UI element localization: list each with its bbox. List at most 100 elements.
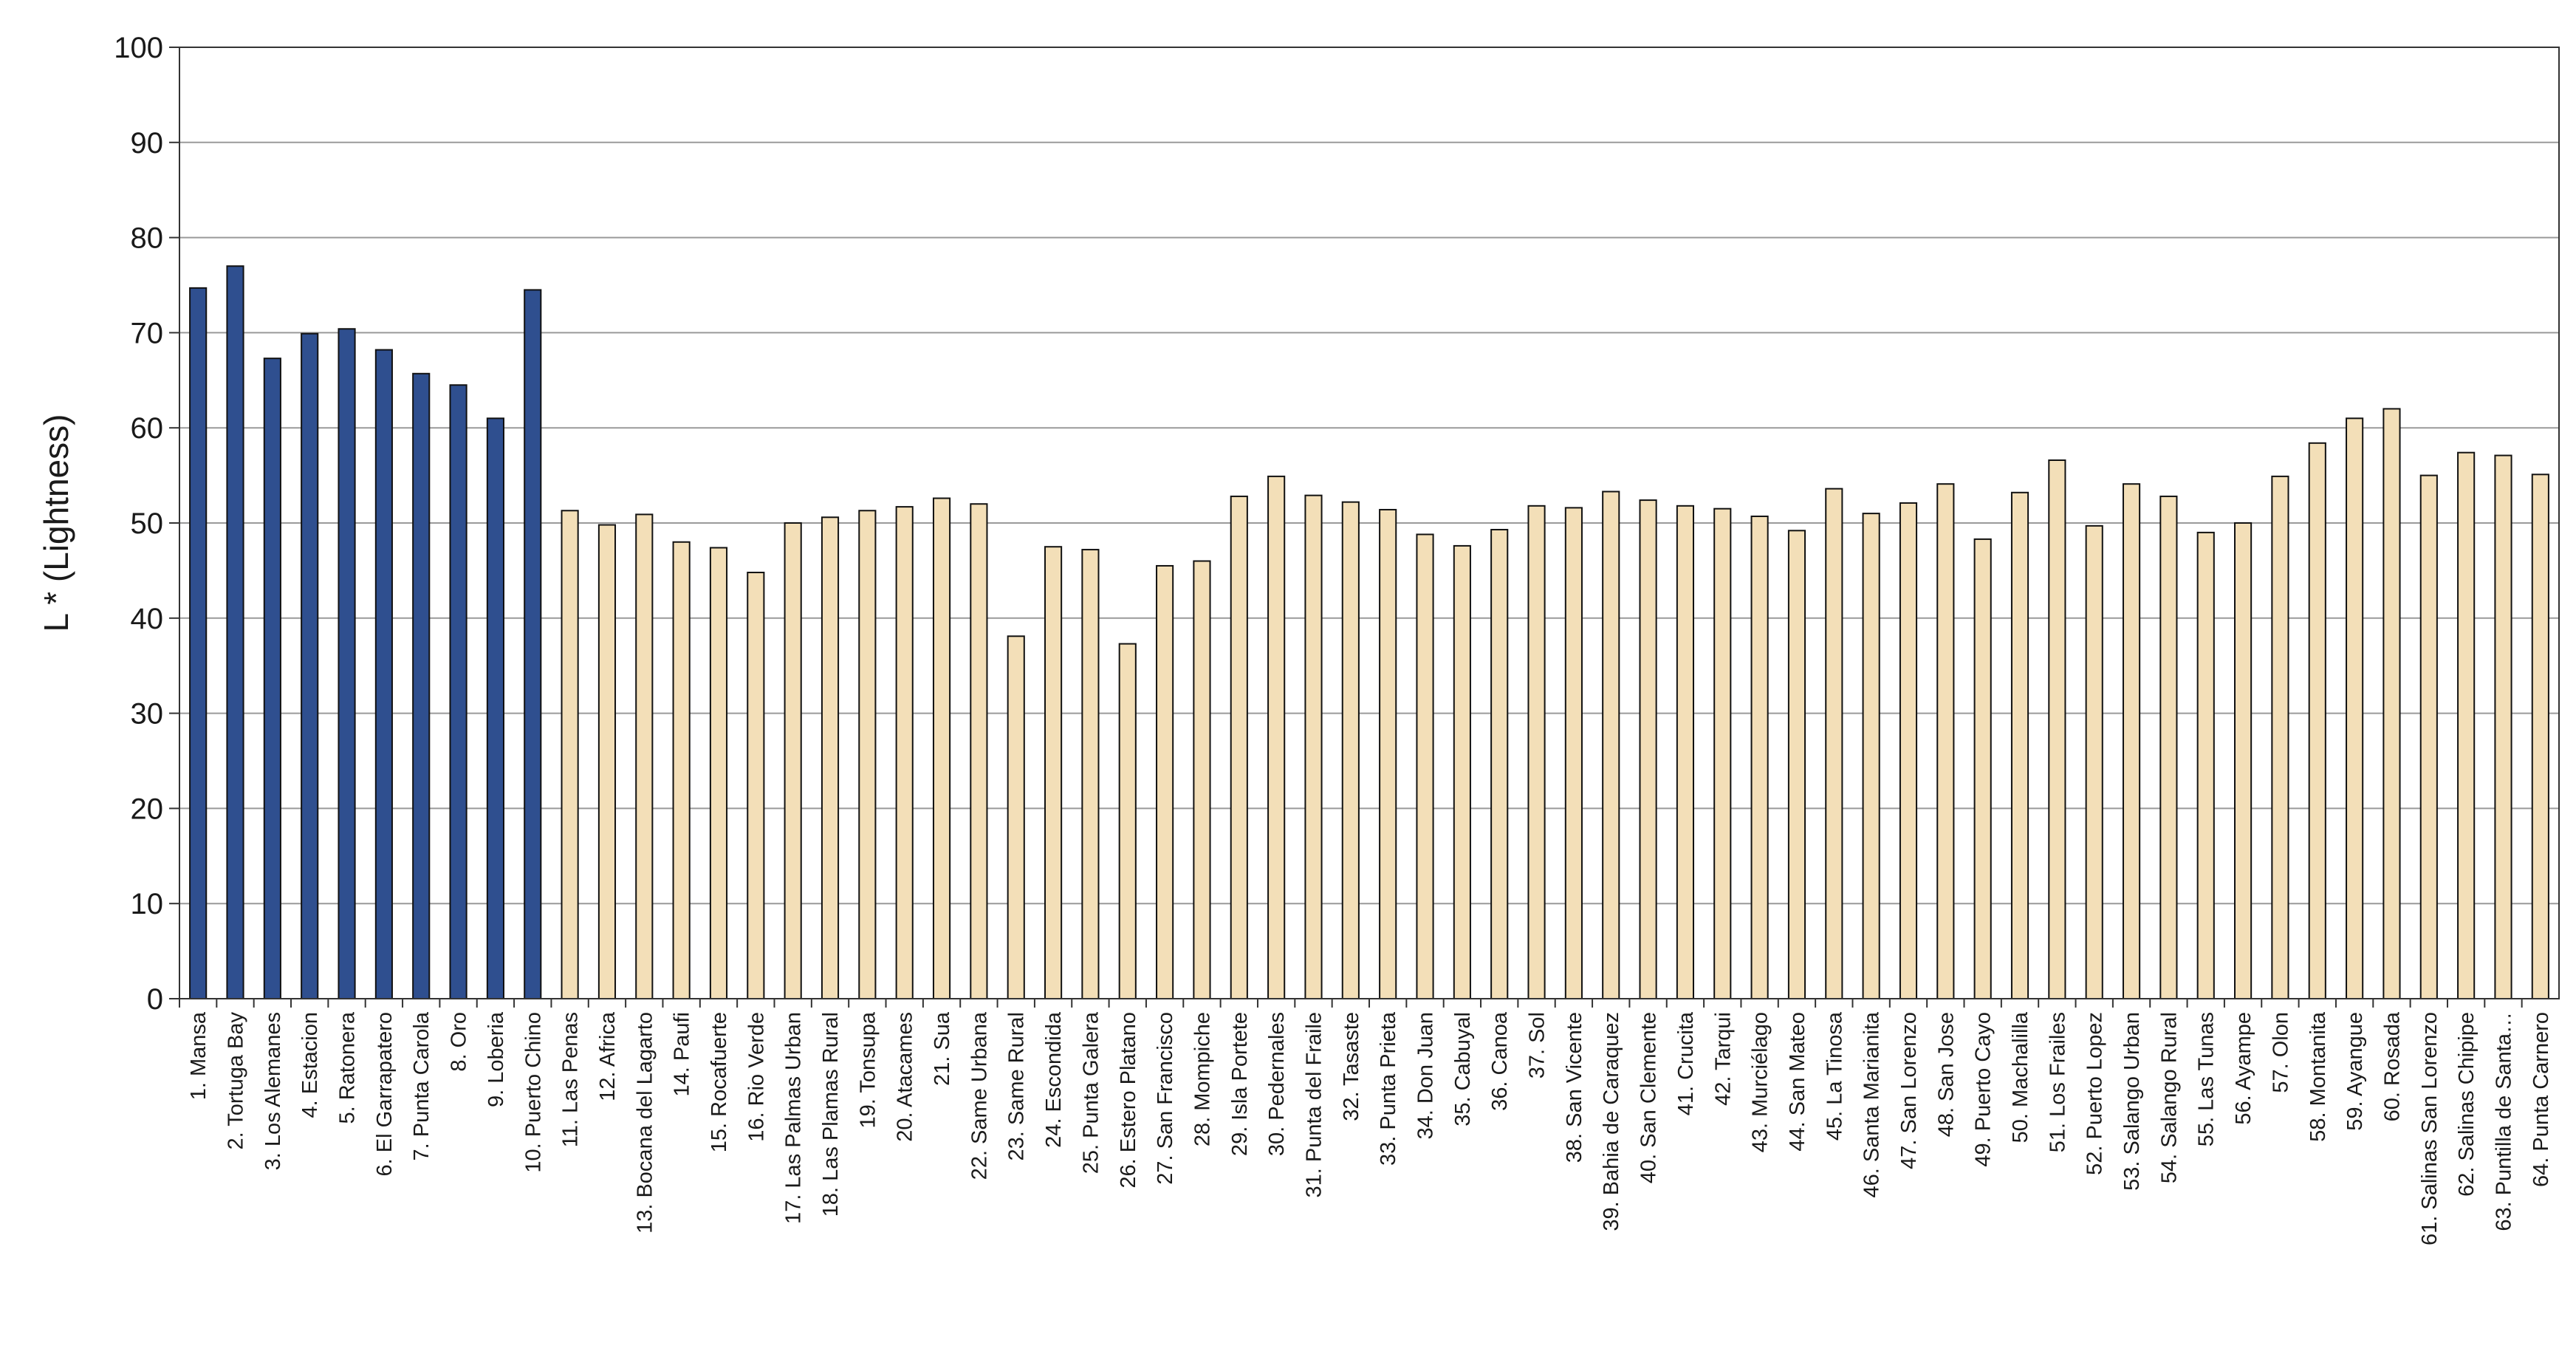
x-tick-label: 35. Cabuyal — [1451, 1012, 1475, 1126]
x-tick-label: 36. Canoa — [1488, 1011, 1512, 1111]
x-tick-label: 59. Ayangue — [2343, 1012, 2367, 1131]
bar — [784, 522, 802, 999]
bar — [1341, 501, 1360, 999]
x-tick-label: 47. San Lorenzo — [1897, 1012, 1921, 1169]
x-tick-label: 5. Ratonera — [336, 1011, 360, 1124]
x-tick-label: 17. Las Palmas Urban — [782, 1012, 806, 1224]
y-tick-label: 0 — [147, 983, 163, 1016]
bar — [2159, 495, 2178, 999]
bar — [597, 524, 617, 999]
x-tick-label: 28. Mompiche — [1191, 1012, 1214, 1146]
x-tick-label: 45. La Tinosa — [1823, 1011, 1846, 1141]
bar — [2048, 459, 2066, 999]
bar — [2308, 442, 2326, 999]
bar — [747, 571, 765, 999]
x-tick-label: 21. Sua — [931, 1011, 954, 1086]
x-tick-label: 62. Salinas Chipipe — [2455, 1012, 2479, 1197]
bar — [1118, 643, 1137, 999]
y-tick-label: 40 — [131, 603, 164, 635]
x-tick-label: 20. Atacames — [894, 1012, 917, 1142]
bar — [1527, 505, 1546, 999]
x-tick-label: 15. Rocafuerte — [708, 1012, 731, 1152]
x-tick-label: 50. Machalilla — [2009, 1011, 2032, 1143]
bar — [2085, 524, 2103, 999]
bar — [2419, 474, 2438, 999]
x-tick-label: 58. Montanita — [2306, 1011, 2330, 1142]
x-tick-label: 41. Crucita — [1674, 1011, 1698, 1115]
x-axis-labels: 1. Mansa 2. Tortuga Bay 3. Los Alemanes 4. … — [179, 999, 2553, 1245]
x-tick-label: 60. Rosada — [2380, 1011, 2404, 1121]
bar — [1490, 529, 1509, 999]
bar — [1676, 505, 1694, 999]
bar — [1416, 533, 1434, 999]
x-tick-label: 39. Bahia de Caraquez — [1600, 1012, 1623, 1231]
bar — [1564, 507, 1583, 999]
bar — [2531, 473, 2549, 999]
x-tick-label: 4. Estacion — [298, 1012, 322, 1118]
x-tick-label: 1. Mansa — [187, 1011, 210, 1100]
y-tick-label: 10 — [131, 888, 164, 920]
x-tick-label: 46. Santa Marianita — [1860, 1011, 1884, 1197]
x-tick-label: 8. Oro — [448, 1012, 471, 1072]
bar — [374, 349, 393, 1000]
x-tick-label: 55. Las Tunas — [2195, 1012, 2219, 1146]
x-tick-label: 64. Punta Carnero — [2529, 1012, 2553, 1187]
x-tick-label: 9. Loberia — [484, 1011, 508, 1107]
bar — [449, 384, 467, 999]
bar — [1750, 515, 1769, 999]
x-tick-label: 16. Rio Verde — [744, 1012, 768, 1142]
x-tick-label: 22. Same Urbana — [967, 1011, 991, 1180]
bar — [1156, 564, 1174, 999]
x-tick-label: 56. Ayampe — [2232, 1012, 2255, 1125]
x-tick-label: 14. Paufi — [671, 1012, 694, 1096]
x-tick-label: 23. Same Rural — [1005, 1012, 1029, 1161]
x-tick-label: 12. Africa — [596, 1011, 620, 1101]
y-tick-label: 20 — [131, 793, 164, 825]
x-tick-label: 43. Murciélago — [1749, 1012, 1772, 1152]
x-tick-label: 2. Tortuga Bay — [225, 1012, 248, 1150]
x-tick-label: 31. Punta del Fraile — [1302, 1012, 1326, 1197]
bar — [858, 510, 877, 999]
x-tick-label: 34. Don Juan — [1414, 1012, 1438, 1140]
bar — [189, 287, 208, 999]
bar — [895, 506, 914, 999]
x-tick-label: 26. Estero Platano — [1117, 1012, 1140, 1189]
bar — [2346, 417, 2364, 999]
bar — [2010, 491, 2029, 999]
x-tick-label: 32. Tasaste — [1340, 1012, 1363, 1121]
y-axis-ticks: 0 10 20 30 40 50 60 70 80 90 100 — [114, 32, 179, 1016]
x-tick-label: 18. Las Plamas Rural — [819, 1012, 843, 1217]
x-tick-label: 29. Isla Portete — [1228, 1012, 1252, 1156]
bar — [1267, 475, 1286, 999]
bar — [1304, 494, 1323, 999]
x-tick-label: 57. Olon — [2269, 1012, 2292, 1093]
x-tick-label: 11. Las Penas — [559, 1012, 583, 1147]
x-tick-label: 54. Salango Rural — [2157, 1012, 2181, 1183]
x-tick-label: 52. Puerto Lopez — [2083, 1012, 2107, 1175]
bar — [1193, 560, 1211, 999]
bar — [226, 265, 244, 999]
bar — [1230, 495, 1248, 999]
bar — [2494, 454, 2512, 999]
bar — [1713, 507, 1732, 999]
x-tick-label: 53. Salango Urban — [2120, 1012, 2144, 1191]
x-tick-label: 7. Punta Carola — [410, 1011, 434, 1160]
x-tick-label: 25. Punta Galera — [1079, 1011, 1103, 1174]
bar — [1936, 483, 1955, 999]
x-tick-label: 13. Bocana del Lagarto — [633, 1012, 657, 1234]
bar — [1787, 530, 1806, 999]
bar — [263, 358, 281, 999]
x-tick-label: 51. Los Frailes — [2046, 1012, 2069, 1152]
bar — [1379, 508, 1397, 999]
bar — [635, 513, 654, 999]
bar — [2234, 522, 2253, 999]
x-tick-label: 38. San Vicente — [1563, 1012, 1586, 1163]
y-tick-label: 50 — [131, 507, 164, 540]
y-axis-label: L * (Lightness) — [37, 414, 75, 632]
bar — [821, 516, 840, 999]
x-tick-label: 30. Pedernales — [1265, 1012, 1289, 1156]
y-tick-label: 70 — [131, 317, 164, 349]
x-tick-label: 19. Tonsupa — [856, 1011, 880, 1128]
bar — [1044, 546, 1063, 999]
